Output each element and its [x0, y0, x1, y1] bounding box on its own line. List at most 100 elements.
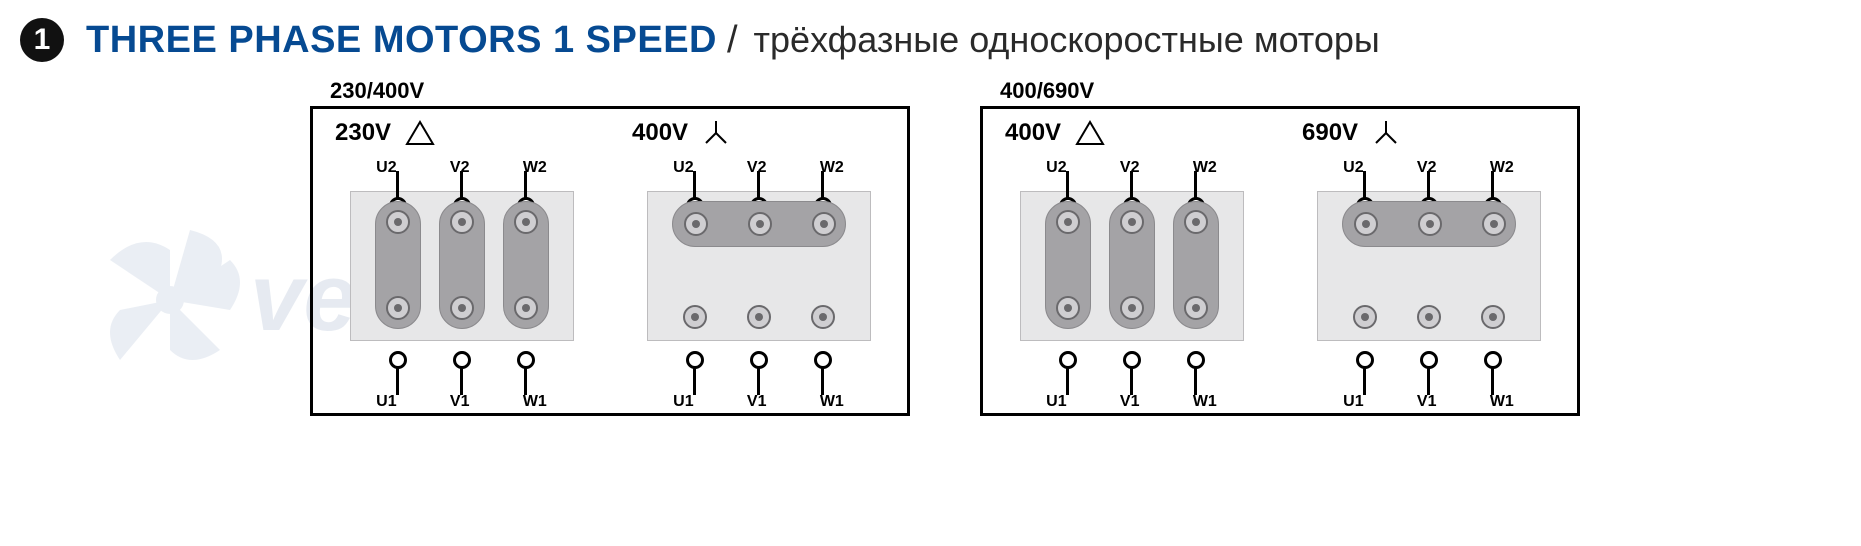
lone-terminal-2: [1481, 305, 1505, 329]
title-ru: трёхфазные односкоростные моторы: [754, 19, 1380, 61]
delta-icon: [405, 120, 435, 146]
terminal: [386, 210, 410, 234]
lead-top-1: [1130, 171, 1133, 201]
sub-head: 230V: [313, 109, 610, 147]
delta-bar-2: [1173, 201, 1219, 329]
sub-star: 400V U2V2W2U1V1W1: [610, 109, 907, 413]
lead-top-0: [1066, 171, 1069, 201]
label-V1: V1: [450, 393, 470, 411]
label-U1: U1: [376, 393, 396, 411]
lead-bot-0: [1066, 365, 1069, 395]
bottom-labels: U1 V1 W1: [1317, 393, 1541, 411]
terminal: [1184, 210, 1208, 234]
section-badge: 1: [20, 18, 64, 62]
sub-head: 400V: [610, 109, 907, 147]
label-U2: U2: [673, 159, 693, 177]
lead-top-1: [757, 171, 760, 201]
lone-terminal-0: [1353, 305, 1377, 329]
label-U1: U1: [1046, 393, 1066, 411]
lead-top-0: [1363, 171, 1366, 201]
lone-terminal-1: [747, 305, 771, 329]
delta-bar-1: [439, 201, 485, 329]
lone-terminal-1: [1417, 305, 1441, 329]
voltage-label: 400V: [1005, 119, 1061, 147]
label-V1: V1: [1120, 393, 1140, 411]
lead-bot-1: [1130, 365, 1133, 395]
panel: 230V U2V2W2U1V1W1400V U2V2W2U1V1W1: [310, 106, 910, 416]
terminal: [514, 296, 538, 320]
label-U2: U2: [1046, 159, 1066, 177]
lead-bot-0: [1363, 365, 1366, 395]
lead-bot-2: [1491, 365, 1494, 395]
lead-bot-1: [460, 365, 463, 395]
terminal: [1482, 212, 1506, 236]
lead-bot-0: [693, 365, 696, 395]
terminal: [1056, 296, 1080, 320]
terminal: [514, 210, 538, 234]
label-V1: V1: [1417, 393, 1437, 411]
lead-top-1: [460, 171, 463, 201]
star-icon: [702, 119, 730, 147]
lead-bot-2: [821, 365, 824, 395]
label-V1: V1: [747, 393, 767, 411]
label-W1: W1: [1490, 393, 1514, 411]
bottom-labels: U1 V1 W1: [1020, 393, 1244, 411]
label-U2: U2: [376, 159, 396, 177]
lead-top-2: [1491, 171, 1494, 201]
delta-bar-1: [1109, 201, 1155, 329]
star-bar: [672, 201, 846, 247]
terminal: [1120, 210, 1144, 234]
lead-top-2: [524, 171, 527, 201]
group-1: 400/690V400V U2V2W2U1V1W1690V U2V2W2U1V1…: [980, 106, 1580, 416]
group-0: 230/400V230V U2V2W2U1V1W1400V U2V2W2U1V1…: [310, 106, 910, 416]
terminal: [812, 212, 836, 236]
lead-bot-2: [1194, 365, 1197, 395]
title-slash: /: [727, 19, 738, 62]
lead-top-2: [1194, 171, 1197, 201]
voltage-label: 230V: [335, 119, 391, 147]
sub-head: 690V: [1280, 109, 1577, 147]
terminal: [1418, 212, 1442, 236]
terminal: [1056, 210, 1080, 234]
label-U1: U1: [1343, 393, 1363, 411]
lead-bot-1: [757, 365, 760, 395]
terminal: [450, 210, 474, 234]
lone-terminal-0: [683, 305, 707, 329]
label-U1: U1: [673, 393, 693, 411]
delta-icon: [1075, 120, 1105, 146]
lead-top-0: [396, 171, 399, 201]
diagram-groups: 230/400V230V U2V2W2U1V1W1400V U2V2W2U1V1…: [0, 106, 1861, 416]
bottom-labels: U1 V1 W1: [350, 393, 574, 411]
lead-top-1: [1427, 171, 1430, 201]
lone-terminal-2: [811, 305, 835, 329]
terminal: [386, 296, 410, 320]
sub-delta: 230V U2V2W2U1V1W1: [313, 109, 610, 413]
label-U2: U2: [1343, 159, 1363, 177]
panel: 400V U2V2W2U1V1W1690V U2V2W2U1V1W1: [980, 106, 1580, 416]
voltage-label: 690V: [1302, 119, 1358, 147]
sub-delta: 400V U2V2W2U1V1W1: [983, 109, 1280, 413]
label-W1: W1: [523, 393, 547, 411]
voltage-label: 400V: [632, 119, 688, 147]
title-en: THREE PHASE MOTORS 1 SPEED: [86, 19, 717, 62]
terminal: [1120, 296, 1144, 320]
bottom-labels: U1 V1 W1: [647, 393, 871, 411]
delta-bar-2: [503, 201, 549, 329]
group-label: 230/400V: [330, 78, 424, 104]
lead-bot-2: [524, 365, 527, 395]
delta-bar-0: [1045, 201, 1091, 329]
delta-bar-0: [375, 201, 421, 329]
terminal: [450, 296, 474, 320]
label-W1: W1: [1193, 393, 1217, 411]
sub-head: 400V: [983, 109, 1280, 147]
label-W1: W1: [820, 393, 844, 411]
terminal: [684, 212, 708, 236]
header: 1 THREE PHASE MOTORS 1 SPEED / трёхфазны…: [0, 0, 1861, 62]
group-label: 400/690V: [1000, 78, 1094, 104]
star-bar: [1342, 201, 1516, 247]
terminal: [748, 212, 772, 236]
sub-star: 690V U2V2W2U1V1W1: [1280, 109, 1577, 413]
lead-bot-1: [1427, 365, 1430, 395]
lead-top-2: [821, 171, 824, 201]
terminal: [1184, 296, 1208, 320]
